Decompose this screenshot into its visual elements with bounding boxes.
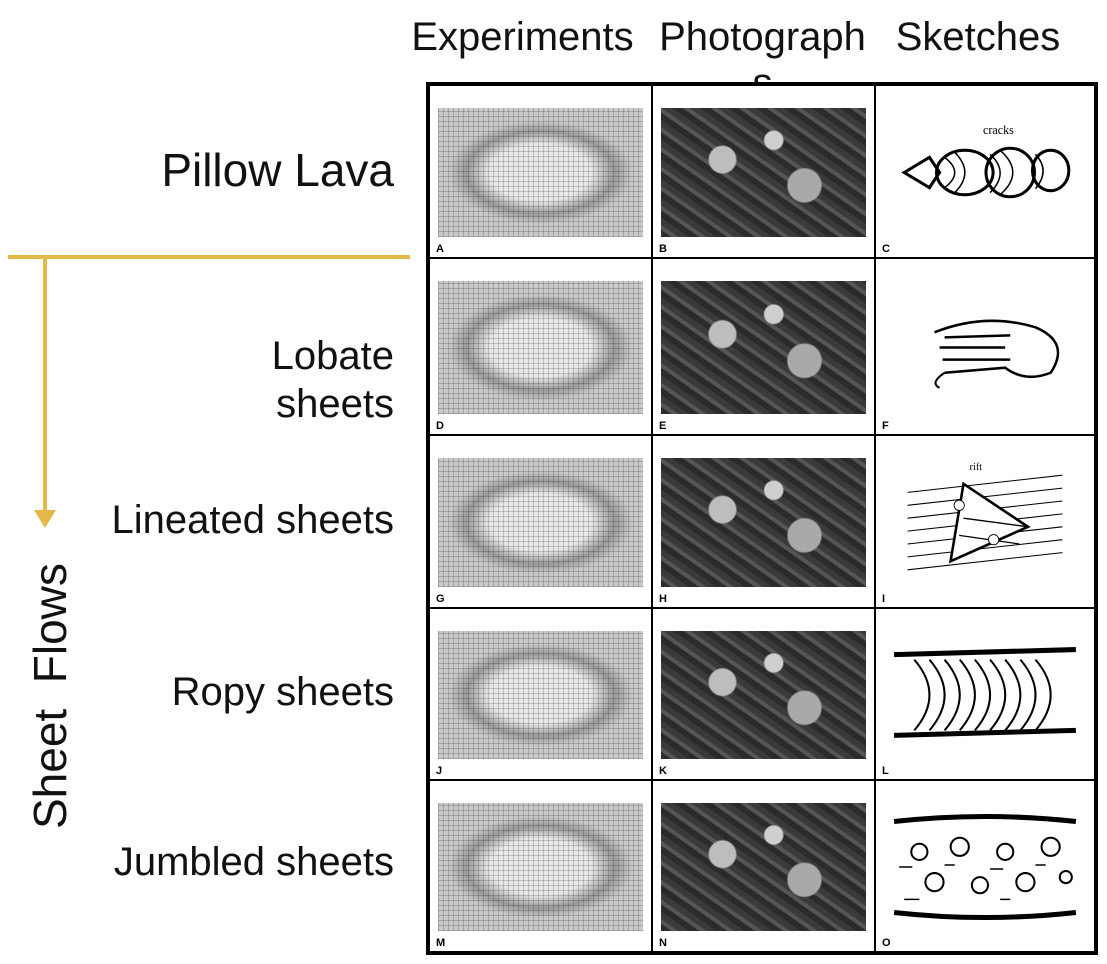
panel-letter: D <box>436 420 444 432</box>
group-arrow-line <box>43 257 47 519</box>
seafloor-photo <box>661 108 866 237</box>
group-label-sheet-flows: Sheet Flows <box>23 569 77 829</box>
divider-line <box>8 255 410 259</box>
panel-letter: E <box>659 420 666 432</box>
figure-cell-o: O <box>875 780 1095 952</box>
panel-letter: I <box>882 593 885 605</box>
panel-letter: O <box>882 937 891 949</box>
figure-cell-e: E <box>652 258 875 435</box>
seafloor-photo <box>661 281 866 414</box>
lava-sketch <box>884 631 1086 759</box>
lava-sketch: rift <box>884 458 1086 587</box>
lava-sketch <box>884 281 1086 414</box>
seafloor-photo <box>661 803 866 931</box>
panel-letter: C <box>882 243 890 255</box>
experiment-photo <box>438 108 643 237</box>
row-label-lobate-sheets: Lobate sheets <box>272 332 394 428</box>
sketch-label-cracks: cracks <box>983 123 1014 137</box>
row-label-jumbled-sheets: Jumbled sheets <box>114 838 394 886</box>
panel-letter: M <box>436 937 445 949</box>
panel-letter: K <box>659 765 667 777</box>
panel-letter: L <box>882 765 889 777</box>
figure-cell-j: J <box>429 608 652 780</box>
column-header-experiments: Experiments <box>410 14 635 60</box>
panel-letter: F <box>882 420 889 432</box>
panel-letter: J <box>436 765 442 777</box>
experiment-photo <box>438 803 643 931</box>
panel-letter: N <box>659 937 667 949</box>
row-label-pillow-lava: Pillow Lava <box>161 146 394 194</box>
figure-cell-n: N <box>652 780 875 952</box>
experiment-photo <box>438 631 643 759</box>
lava-sketch: cracks <box>884 108 1086 237</box>
figure-cell-g: G <box>429 435 652 608</box>
figure-cell-d: D <box>429 258 652 435</box>
figure-cell-a: A <box>429 85 652 258</box>
experiment-photo <box>438 281 643 414</box>
seafloor-photo <box>661 631 866 759</box>
sketch-label-rift: rift <box>970 462 983 473</box>
figure-cell-i: rift I <box>875 435 1095 608</box>
row-label-lineated-sheets: Lineated sheets <box>112 496 394 544</box>
figure-cell-c: cracks C <box>875 85 1095 258</box>
figure-cell-l: L <box>875 608 1095 780</box>
panel-letter: G <box>436 593 445 605</box>
panel-letter: H <box>659 593 667 605</box>
panel-letter: B <box>659 243 667 255</box>
experiment-photo <box>438 458 643 587</box>
row-label-ropy-sheets: Ropy sheets <box>172 668 394 716</box>
figure-cell-b: B <box>652 85 875 258</box>
figure-cell-f: F <box>875 258 1095 435</box>
figure-cell-m: M <box>429 780 652 952</box>
panel-letter: A <box>436 243 444 255</box>
figure-cell-h: H <box>652 435 875 608</box>
seafloor-photo <box>661 458 866 587</box>
figure-cell-k: K <box>652 608 875 780</box>
column-header-sketches: Sketches <box>878 14 1078 60</box>
down-arrow-icon <box>34 510 56 528</box>
lava-sketch <box>884 803 1086 931</box>
